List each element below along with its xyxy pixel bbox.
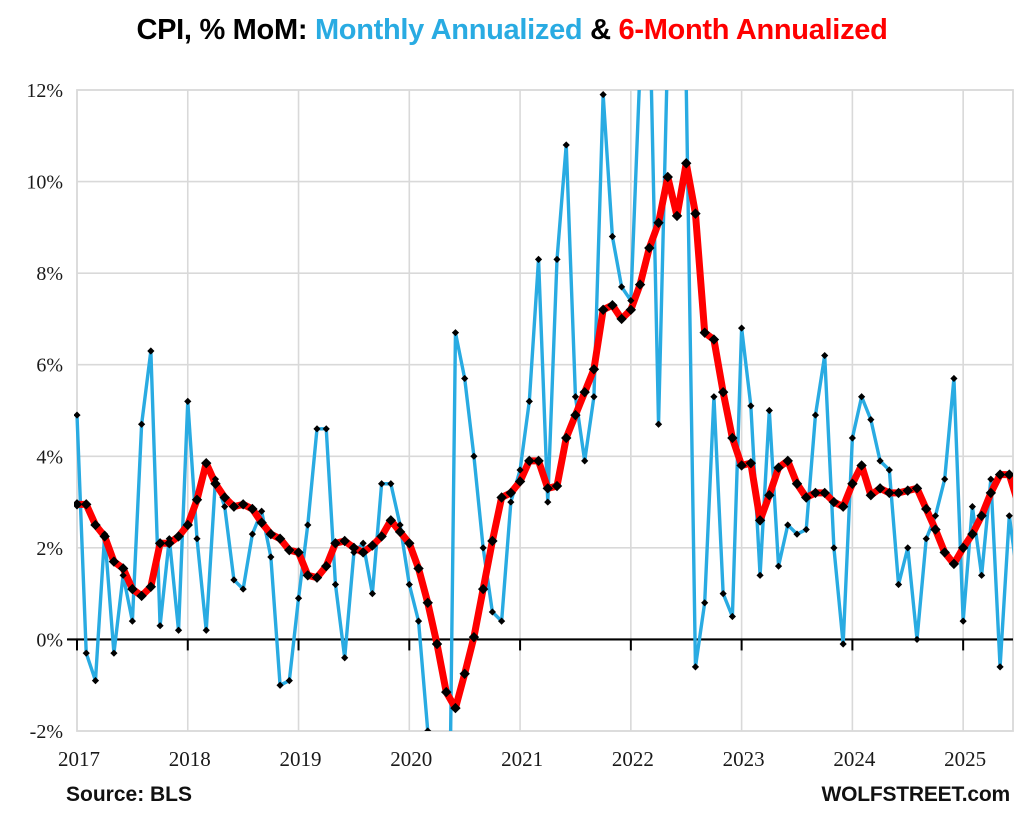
svg-text:2019: 2019 (280, 747, 322, 771)
svg-text:0%: 0% (36, 629, 63, 651)
chart-title-conjunction: & (582, 14, 619, 46)
chart-title-prefix: CPI, % MoM: (136, 14, 315, 46)
markers-monthly-annualized (74, 90, 1013, 731)
y-axis-tick-labels: 12% 10% 8% 6% 4% 2% 0% -2% (26, 80, 63, 743)
plot-border (76, 89, 1014, 732)
svg-text:2%: 2% (36, 538, 63, 560)
chart-title: CPI, % MoM: Monthly Annualized & 6-Month… (0, 14, 1024, 47)
markers-six-month-annualized (74, 158, 1013, 714)
svg-text:2024: 2024 (833, 747, 876, 771)
svg-text:10%: 10% (26, 172, 63, 194)
svg-text:-2%: -2% (30, 721, 63, 743)
svg-text:4%: 4% (36, 446, 63, 468)
series-monthly-annualized (75, 90, 1013, 731)
svg-text:2020: 2020 (390, 747, 432, 771)
svg-text:8%: 8% (36, 263, 63, 285)
svg-text:2017: 2017 (58, 747, 100, 771)
svg-text:12%: 12% (26, 80, 63, 102)
chart-title-series-monthly: Monthly Annualized (314, 14, 583, 46)
svg-text:2023: 2023 (723, 747, 765, 771)
svg-text:2021: 2021 (501, 747, 543, 771)
svg-text:2025: 2025 (944, 747, 986, 771)
svg-text:2018: 2018 (169, 747, 211, 771)
zero-line (67, 638, 1013, 651)
svg-text:2022: 2022 (612, 747, 654, 771)
x-axis-tick-labels: 2017 2018 2019 2020 2021 2022 2023 2024 2025 (58, 747, 986, 771)
brand-label: WOLFSTREET.com (821, 783, 1010, 806)
svg-text:6%: 6% (36, 355, 63, 377)
source-label: Source: BLS (66, 783, 193, 806)
chart-title-series-sixmonth: 6-Month Annualized (618, 14, 888, 46)
